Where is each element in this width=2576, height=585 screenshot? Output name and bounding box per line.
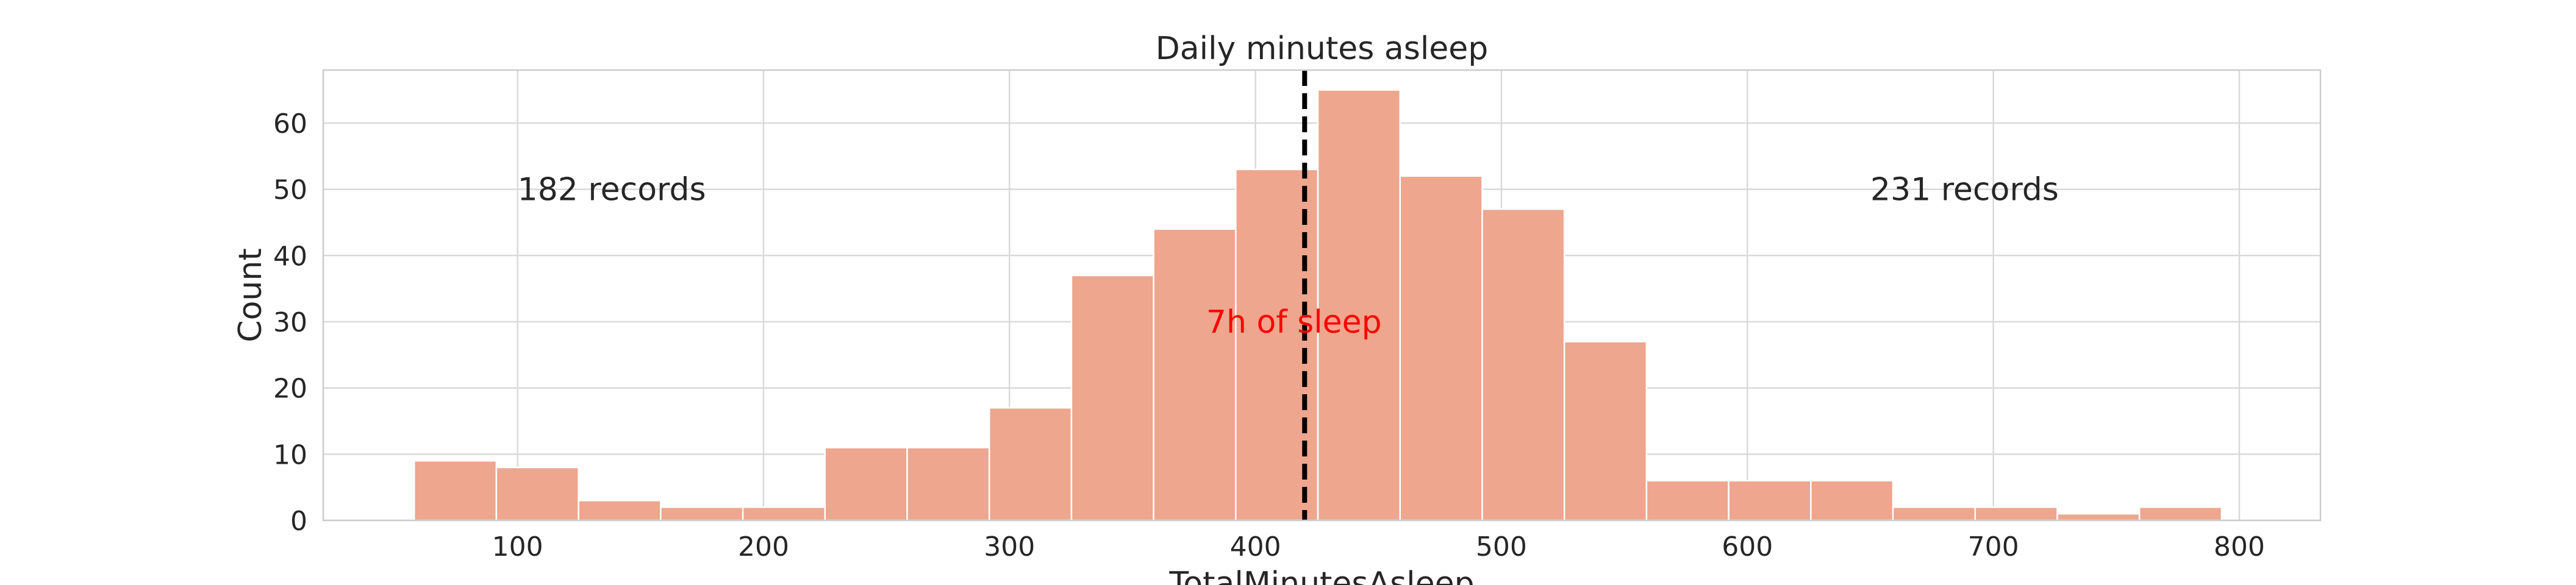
x-tick-label: 600 (1722, 531, 1773, 562)
histogram-bar (1811, 481, 1893, 520)
x-tick-label: 800 (2214, 531, 2265, 562)
histogram-bar (1400, 176, 1483, 520)
y-axis-title: Count (232, 248, 269, 342)
x-tick-label: 300 (984, 531, 1035, 562)
histogram-bar (1975, 507, 2058, 520)
y-tick-label: 20 (273, 374, 307, 405)
histogram-bar (1072, 275, 1154, 520)
histogram-bar (660, 507, 743, 520)
y-axis-ticks: 0 10 20 30 40 50 60 (273, 108, 307, 537)
histogram-bar (1564, 342, 1647, 520)
histogram-bar (2057, 514, 2139, 520)
y-tick-label: 10 (273, 439, 307, 470)
chart-title: Daily minutes asleep (1156, 30, 1489, 67)
y-tick-label: 40 (273, 241, 307, 272)
histogram-bar (825, 447, 907, 520)
x-tick-label: 500 (1476, 531, 1527, 562)
x-tick-label: 400 (1230, 531, 1281, 562)
histogram-bar (496, 467, 579, 520)
histogram-bar (2139, 507, 2222, 520)
histogram-bar (579, 500, 661, 520)
y-tick-label: 50 (273, 175, 307, 206)
y-tick-label: 60 (273, 108, 307, 140)
y-tick-label: 30 (273, 307, 307, 338)
histogram-bar (1482, 209, 1564, 520)
annotation-left-records: 182 records (518, 172, 706, 208)
histogram-bar (1154, 229, 1236, 520)
histogram-bar (907, 447, 989, 520)
histogram-bar (1729, 481, 1811, 520)
histogram-bar (414, 461, 496, 520)
histogram-bar (1647, 481, 1729, 520)
x-tick-label: 100 (492, 531, 543, 562)
histogram-bar (743, 507, 825, 520)
y-tick-label: 0 (290, 506, 307, 537)
x-tick-label: 700 (1968, 531, 2019, 562)
annotation-right-records: 231 records (1870, 172, 2059, 208)
histogram-bar (1893, 507, 1975, 520)
annotation-sleep-threshold: 7h of sleep (1206, 304, 1382, 341)
x-tick-label: 200 (738, 531, 789, 562)
x-axis-ticks: 100 200 300 400 500 600 700 800 (492, 531, 2265, 562)
x-axis-title: TotalMinutesAsleep (1168, 566, 1474, 585)
histogram-bar (989, 408, 1072, 520)
